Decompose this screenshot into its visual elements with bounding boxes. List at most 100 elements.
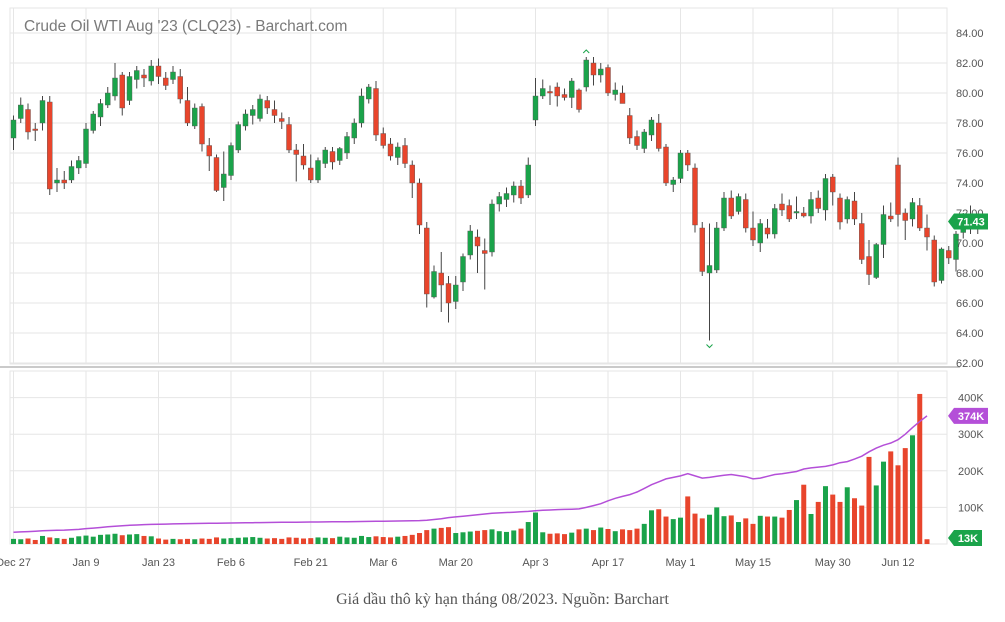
candle-body xyxy=(416,182,423,226)
price-tick-label: 74.00 xyxy=(956,178,984,190)
candle-body xyxy=(206,145,212,157)
candle-body xyxy=(598,68,604,76)
volume-bar xyxy=(438,527,444,544)
volume-bar xyxy=(32,539,38,544)
candle-body xyxy=(105,92,111,106)
candle-body xyxy=(39,100,46,124)
volume-bar xyxy=(496,531,502,544)
candle-body xyxy=(141,74,147,79)
volume-bar xyxy=(61,538,67,544)
candle-body xyxy=(786,205,792,220)
candle-body xyxy=(938,248,945,281)
volume-bar xyxy=(127,534,132,544)
last-price-label: 71.43 xyxy=(957,217,985,229)
last-volume-badge xyxy=(948,530,982,546)
candle-body xyxy=(112,77,118,97)
volume-bar xyxy=(714,507,720,544)
volume-bar xyxy=(627,530,633,544)
volume-bar xyxy=(808,513,814,544)
candle-body xyxy=(590,62,597,76)
candle-body xyxy=(721,197,727,229)
candle-body xyxy=(801,212,807,217)
volume-bar xyxy=(728,515,734,544)
volume-bar xyxy=(446,527,451,544)
volume-bar xyxy=(286,537,292,544)
volume-bar xyxy=(895,465,901,544)
candle-body xyxy=(677,152,684,179)
volume-bar xyxy=(910,435,915,544)
candle-body xyxy=(315,160,321,181)
candle-body xyxy=(54,179,60,184)
candle-body xyxy=(366,86,372,100)
candle-body xyxy=(496,196,502,205)
volume-bar xyxy=(815,501,821,544)
candle-body xyxy=(395,146,401,158)
volume-bar xyxy=(279,538,285,544)
candle-body xyxy=(895,164,901,215)
volume-bar xyxy=(83,535,89,544)
candle-body xyxy=(460,256,466,283)
candle-body xyxy=(97,103,104,118)
volume-bar xyxy=(431,528,437,544)
candle-body xyxy=(851,200,858,220)
volume-bar xyxy=(192,539,198,544)
time-tick-label: May 15 xyxy=(735,557,771,569)
time-tick-label: May 1 xyxy=(666,557,696,569)
price-pane-border xyxy=(9,7,948,365)
volume-bar xyxy=(47,537,53,544)
candle-body xyxy=(859,223,865,260)
volume-bar xyxy=(649,510,654,544)
candle-body xyxy=(474,236,481,247)
volume-bar xyxy=(692,513,698,544)
volume-bar xyxy=(765,516,770,544)
candle-body xyxy=(18,104,24,119)
volume-bar xyxy=(54,538,60,544)
volume-bar xyxy=(699,518,705,544)
candle-body xyxy=(735,196,742,212)
volume-bar xyxy=(757,515,763,544)
volume-ma-line xyxy=(13,415,928,534)
volume-bar xyxy=(453,533,459,544)
candle-body xyxy=(431,271,437,298)
volume-bar xyxy=(177,539,183,544)
price-tick-label: 70.00 xyxy=(956,238,984,250)
volume-bar xyxy=(69,537,74,544)
volume-bar xyxy=(11,538,16,544)
volume-bar xyxy=(489,529,495,544)
candle-body xyxy=(337,148,343,161)
volume-bar xyxy=(98,534,103,544)
price-tick-label: 76.00 xyxy=(956,148,984,160)
volume-bar xyxy=(554,533,560,544)
time-tick-label: Apr 17 xyxy=(592,557,624,569)
price-tick-label: 84.00 xyxy=(956,28,984,40)
volume-bar xyxy=(540,532,546,544)
candle-body xyxy=(329,151,336,163)
candle-body xyxy=(641,131,647,149)
candle-body xyxy=(83,128,89,164)
candle-body xyxy=(242,113,249,127)
candle-body xyxy=(402,145,408,164)
candle-body xyxy=(467,230,473,256)
candle-body xyxy=(946,250,952,259)
volume-bar xyxy=(228,538,234,544)
candle-body xyxy=(808,199,814,217)
candle-body xyxy=(373,88,379,136)
volume-bar xyxy=(475,530,480,544)
candle-body xyxy=(699,227,705,272)
volume-tick-label: 400K xyxy=(958,393,984,405)
candle-body xyxy=(482,250,488,254)
candle-body xyxy=(685,152,691,166)
candle-body xyxy=(743,199,749,229)
candle-body xyxy=(25,109,31,133)
candle-body xyxy=(627,115,633,139)
candle-body xyxy=(213,157,220,191)
volume-bar xyxy=(163,539,169,544)
candle-body xyxy=(322,149,328,164)
volume-bar xyxy=(707,514,712,544)
candle-body xyxy=(380,133,386,146)
volume-bar xyxy=(221,538,227,544)
volume-bar xyxy=(482,530,488,544)
candle-body xyxy=(235,124,241,151)
candle-body xyxy=(619,92,626,104)
